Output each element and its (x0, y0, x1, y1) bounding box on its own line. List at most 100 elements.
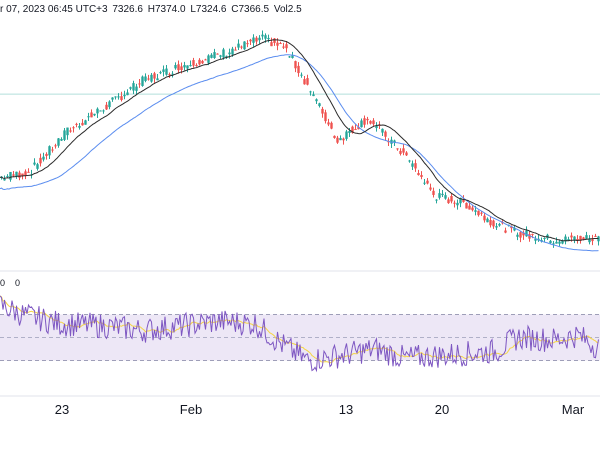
candle-body (42, 156, 45, 160)
candle-body (474, 210, 477, 212)
candle-body (243, 41, 246, 50)
candle-body (195, 64, 198, 67)
candle-body (570, 235, 573, 238)
candle-body (594, 235, 597, 237)
volume-value: Vol2.5 (273, 4, 302, 15)
candle-body (120, 96, 123, 101)
candle-body (156, 78, 159, 81)
candle-body (360, 120, 363, 128)
candle-body (438, 193, 441, 198)
candle-body (552, 243, 555, 245)
candle-body (564, 236, 567, 242)
date-label: r 07, 2023 06:45 UTC+3 (0, 4, 108, 15)
candle-body (264, 35, 267, 39)
candle-body (204, 59, 207, 61)
ma-fast-line (0, 39, 599, 242)
candle-body (249, 39, 252, 42)
candle-body (441, 193, 444, 196)
candle-body (102, 110, 105, 112)
candle-body (465, 202, 468, 209)
candle-body (39, 157, 42, 164)
candle-body (405, 152, 408, 156)
candle-body (183, 65, 186, 68)
candle-body (225, 55, 228, 57)
candle-body (198, 59, 201, 65)
candle-body (462, 199, 465, 202)
candle-body (516, 234, 519, 237)
candle-body (525, 230, 528, 237)
candle-body (219, 55, 222, 57)
candle-body (33, 162, 36, 165)
candle-body (549, 240, 552, 243)
candle-body (12, 174, 15, 176)
candle-body (531, 233, 534, 235)
candle-body (84, 120, 87, 125)
candle-body (486, 218, 489, 223)
candle-body (126, 92, 129, 96)
candle-body (453, 202, 456, 204)
candle-body (561, 240, 564, 244)
candle-body (582, 237, 585, 240)
candle-body (339, 138, 342, 141)
candle-body (276, 42, 279, 46)
candle-body (27, 171, 30, 173)
candle-body (270, 42, 273, 47)
candle-body (132, 83, 135, 91)
rsi-header: 0 0 (0, 278, 20, 288)
candle-body (246, 43, 249, 45)
candle-body (201, 60, 204, 64)
candle-body (285, 44, 288, 49)
candle-body (213, 52, 216, 59)
candle-body (228, 52, 231, 55)
candle-body (252, 37, 255, 43)
candle-body (585, 235, 588, 239)
candle-body (513, 227, 516, 231)
candle-body (222, 49, 225, 58)
candle-body (591, 239, 594, 242)
candle-body (261, 34, 264, 37)
candle-body (315, 99, 318, 102)
candle-body (576, 238, 579, 241)
candle-body (81, 122, 84, 126)
candle-body (288, 56, 291, 58)
candle-body (303, 79, 306, 85)
candle-body (447, 199, 450, 204)
candle-body (459, 197, 462, 204)
close-value: C7366.5 (231, 4, 270, 15)
candle-body (216, 53, 219, 55)
candle-body (90, 112, 93, 118)
candle-body (468, 205, 471, 210)
candle-body (171, 73, 174, 75)
candle-body (321, 108, 324, 114)
candle-body (342, 138, 345, 141)
candle-body (210, 54, 213, 58)
candle-body (108, 101, 111, 108)
candle-body (336, 137, 339, 143)
candle-body (510, 226, 513, 229)
candle-body (279, 42, 282, 44)
rsi-header-fragment-a: 0 (0, 278, 6, 288)
candle-body (588, 238, 591, 243)
candle-body (165, 68, 168, 75)
candle-body (87, 116, 90, 118)
candle-body (414, 163, 417, 169)
candle-body (123, 94, 126, 97)
x-tick-label: 13 (339, 402, 353, 417)
candle-body (522, 232, 525, 236)
candle-body (558, 241, 561, 244)
candle-body (147, 78, 150, 80)
candle-body (300, 74, 303, 76)
candle-body (579, 235, 582, 241)
candle-body (21, 173, 24, 176)
candle-body (36, 164, 39, 169)
candle-body (231, 48, 234, 55)
candle-body (135, 86, 138, 91)
candle-body (408, 160, 411, 162)
candle-body (495, 226, 498, 228)
candle-body (48, 146, 51, 156)
candle-body (372, 120, 375, 125)
ohlc-header: r 07, 2023 06:45 UTC+3 7326.6 H7374.0 L7… (0, 4, 304, 15)
ma-slow-line (0, 54, 599, 252)
